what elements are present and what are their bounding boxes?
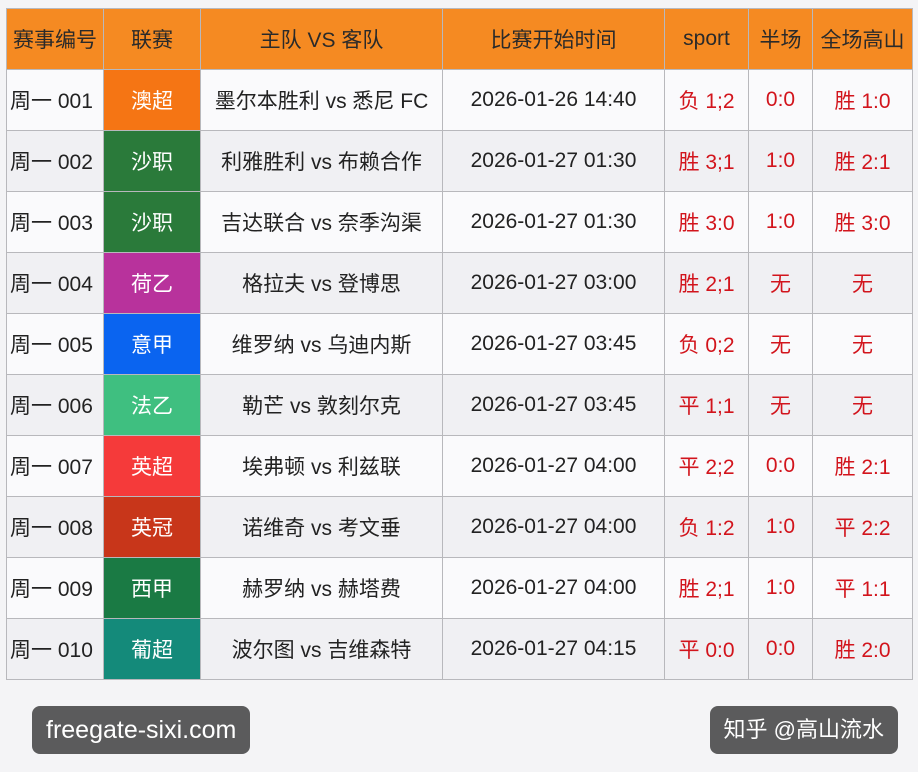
- cell-league: 澳超: [103, 69, 201, 131]
- cell-sport: 平 0:0: [664, 618, 749, 680]
- cell-match: 利雅胜利 vs 布赖合作: [200, 130, 443, 192]
- cell-time: 2026-01-27 03:45: [442, 374, 665, 436]
- cell-league: 沙职: [103, 191, 201, 253]
- site-watermark: freegate-sixi.com: [32, 706, 251, 754]
- table-row: 周一 002 沙职 利雅胜利 vs 布赖合作 2026-01-27 01:30 胜 3;…: [6, 130, 913, 192]
- cell-match: 墨尔本胜利 vs 悉尼 FC: [200, 69, 443, 131]
- cell-time: 2026-01-27 04:00: [442, 435, 665, 497]
- cell-time: 2026-01-27 04:15: [442, 618, 665, 680]
- header-row: 赛事编号 联赛 主队 VS 客队 比赛开始时间 sport 半场 全场高山: [6, 8, 913, 70]
- cell-league: 沙职: [103, 130, 201, 192]
- cell-half: 0:0: [748, 69, 813, 131]
- cell-match: 诺维奇 vs 考文垂: [200, 496, 443, 558]
- table-row: 周一 009 西甲 赫罗纳 vs 赫塔费 2026-01-27 04:00 胜 2;1 1…: [6, 557, 913, 619]
- cell-league: 葡超: [103, 618, 201, 680]
- cell-sport: 胜 2;1: [664, 557, 749, 619]
- cell-time: 2026-01-27 04:00: [442, 496, 665, 558]
- table-row: 周一 005 意甲 维罗纳 vs 乌迪内斯 2026-01-27 03:45 负 0;2…: [6, 313, 913, 375]
- header-half: 半场: [748, 8, 813, 70]
- cell-match: 波尔图 vs 吉维森特: [200, 618, 443, 680]
- table-row: 周一 010 葡超 波尔图 vs 吉维森特 2026-01-27 04:15 平 0:0…: [6, 618, 913, 680]
- cell-full: 胜 2:1: [812, 130, 913, 192]
- cell-id: 周一 001: [6, 69, 104, 131]
- cell-id: 周一 003: [6, 191, 104, 253]
- cell-time: 2026-01-27 01:30: [442, 130, 665, 192]
- header-full: 全场高山: [812, 8, 913, 70]
- cell-sport: 胜 3:0: [664, 191, 749, 253]
- cell-league: 意甲: [103, 313, 201, 375]
- cell-id: 周一 009: [6, 557, 104, 619]
- cell-half: 无: [748, 252, 813, 314]
- cell-league: 英超: [103, 435, 201, 497]
- header-sport: sport: [664, 8, 749, 70]
- cell-time: 2026-01-27 03:00: [442, 252, 665, 314]
- cell-half: 1:0: [748, 130, 813, 192]
- header-league: 联赛: [103, 8, 201, 70]
- cell-match: 勒芒 vs 敦刻尔克: [200, 374, 443, 436]
- cell-league: 荷乙: [103, 252, 201, 314]
- cell-sport: 负 1;2: [664, 69, 749, 131]
- cell-match: 维罗纳 vs 乌迪内斯: [200, 313, 443, 375]
- table-row: 周一 008 英冠 诺维奇 vs 考文垂 2026-01-27 04:00 负 1:2 1…: [6, 496, 913, 558]
- cell-id: 周一 006: [6, 374, 104, 436]
- cell-half: 0:0: [748, 618, 813, 680]
- header-id: 赛事编号: [6, 8, 104, 70]
- cell-id: 周一 010: [6, 618, 104, 680]
- cell-sport: 平 1;1: [664, 374, 749, 436]
- cell-id: 周一 002: [6, 130, 104, 192]
- cell-id: 周一 008: [6, 496, 104, 558]
- cell-half: 1:0: [748, 496, 813, 558]
- cell-match: 格拉夫 vs 登博思: [200, 252, 443, 314]
- cell-league: 西甲: [103, 557, 201, 619]
- table-row: 周一 004 荷乙 格拉夫 vs 登博思 2026-01-27 03:00 胜 2;1 无…: [6, 252, 913, 314]
- zhihu-watermark: 知乎 @高山流水: [709, 706, 898, 754]
- cell-sport: 胜 3;1: [664, 130, 749, 192]
- cell-full: 无: [812, 252, 913, 314]
- cell-half: 1:0: [748, 557, 813, 619]
- cell-sport: 平 2;2: [664, 435, 749, 497]
- cell-time: 2026-01-27 04:00: [442, 557, 665, 619]
- table-row: 周一 007 英超 埃弗顿 vs 利兹联 2026-01-27 04:00 平 2;2 0…: [6, 435, 913, 497]
- cell-time: 2026-01-26 14:40: [442, 69, 665, 131]
- cell-full: 平 1:1: [812, 557, 913, 619]
- cell-match: 埃弗顿 vs 利兹联: [200, 435, 443, 497]
- cell-time: 2026-01-27 01:30: [442, 191, 665, 253]
- match-table: 赛事编号 联赛 主队 VS 客队 比赛开始时间 sport 半场 全场高山 周一 001 澳超…: [6, 8, 913, 680]
- cell-league: 英冠: [103, 496, 201, 558]
- cell-full: 无: [812, 374, 913, 436]
- cell-sport: 负 0;2: [664, 313, 749, 375]
- cell-time: 2026-01-27 03:45: [442, 313, 665, 375]
- cell-full: 平 2:2: [812, 496, 913, 558]
- cell-half: 无: [748, 374, 813, 436]
- table-row: 周一 006 法乙 勒芒 vs 敦刻尔克 2026-01-27 03:45 平 1;1 无…: [6, 374, 913, 436]
- cell-id: 周一 004: [6, 252, 104, 314]
- cell-half: 0:0: [748, 435, 813, 497]
- cell-match: 吉达联合 vs 奈季沟渠: [200, 191, 443, 253]
- cell-sport: 胜 2;1: [664, 252, 749, 314]
- cell-id: 周一 005: [6, 313, 104, 375]
- cell-full: 胜 3:0: [812, 191, 913, 253]
- table-row: 周一 001 澳超 墨尔本胜利 vs 悉尼 FC 2026-01-26 14:40 负 …: [6, 69, 913, 131]
- cell-sport: 负 1:2: [664, 496, 749, 558]
- cell-half: 1:0: [748, 191, 813, 253]
- cell-full: 胜 2:0: [812, 618, 913, 680]
- cell-full: 胜 2:1: [812, 435, 913, 497]
- cell-full: 无: [812, 313, 913, 375]
- cell-id: 周一 007: [6, 435, 104, 497]
- cell-league: 法乙: [103, 374, 201, 436]
- cell-match: 赫罗纳 vs 赫塔费: [200, 557, 443, 619]
- cell-full: 胜 1:0: [812, 69, 913, 131]
- header-time: 比赛开始时间: [442, 8, 665, 70]
- cell-half: 无: [748, 313, 813, 375]
- table-row: 周一 003 沙职 吉达联合 vs 奈季沟渠 2026-01-27 01:30 胜 3:…: [6, 191, 913, 253]
- header-match: 主队 VS 客队: [200, 8, 443, 70]
